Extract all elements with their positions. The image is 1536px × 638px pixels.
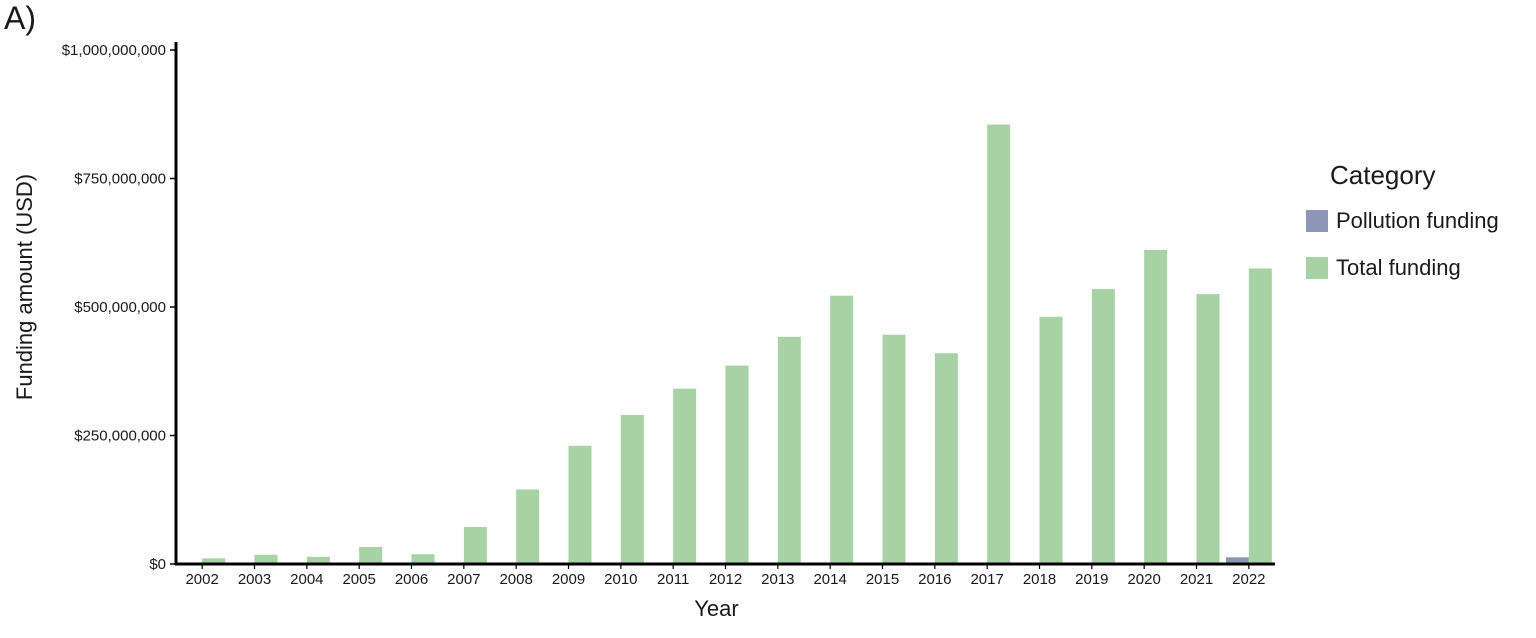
bar-pollution-funding-2022 — [1225, 557, 1249, 564]
bar-total-funding-2013 — [777, 336, 801, 564]
x-tick-label: 2009 — [552, 571, 585, 588]
bar-total-funding-2004 — [306, 556, 330, 564]
bar-total-funding-2009 — [568, 445, 592, 564]
y-axis-title: Funding amount (USD) — [12, 174, 37, 400]
legend-item-total-funding: Total funding — [1306, 244, 1499, 291]
x-tick-label: 2007 — [447, 571, 480, 588]
y-tick-label: $250,000,000 — [74, 428, 166, 445]
x-axis-title: Year — [694, 596, 738, 621]
x-tick-label: 2006 — [395, 571, 428, 588]
bar-total-funding-2012 — [725, 365, 749, 564]
x-tick-label: 2020 — [1127, 571, 1160, 588]
x-tick-label: 2014 — [813, 571, 846, 588]
x-tick-label: 2010 — [604, 571, 637, 588]
bar-total-funding-2003 — [254, 554, 278, 564]
bar-total-funding-2016 — [934, 353, 958, 564]
bar-total-funding-2018 — [1039, 316, 1063, 564]
y-tick-label: $0 — [149, 556, 166, 573]
x-tick-label: 2018 — [1023, 571, 1056, 588]
bar-total-funding-2008 — [516, 489, 540, 564]
bar-total-funding-2021 — [1196, 294, 1220, 564]
bar-total-funding-2014 — [830, 295, 854, 564]
x-tick-label: 2004 — [290, 571, 323, 588]
x-tick-label: 2019 — [1075, 571, 1108, 588]
x-tick-label: 2021 — [1180, 571, 1213, 588]
bar-total-funding-2017 — [987, 124, 1011, 564]
legend-swatch-pollution-funding — [1306, 209, 1328, 232]
plot-area: $0 $250,000,000 $500,000,000 $750,000,000 $1… — [12, 42, 1275, 621]
bar-total-funding-2007 — [463, 526, 487, 564]
bar-total-funding-2022 — [1248, 268, 1272, 564]
legend-item-pollution-funding: Pollution funding — [1306, 197, 1499, 244]
y-tick-label: $750,000,000 — [74, 171, 166, 188]
legend-swatch-total-funding — [1306, 256, 1328, 279]
x-tick-label: 2005 — [342, 571, 375, 588]
x-tick-label: 2016 — [918, 571, 951, 588]
bar-total-funding-2006 — [411, 554, 435, 564]
legend: Category Pollution funding Total funding — [1306, 160, 1499, 291]
panel-label: A) — [4, 0, 36, 36]
bar-total-funding-2015 — [882, 334, 906, 564]
x-tick-label: 2022 — [1232, 571, 1265, 588]
x-tick-label: 2015 — [866, 571, 899, 588]
x-tick-label: 2011 — [657, 571, 689, 588]
legend-title: Category — [1330, 160, 1436, 190]
legend-label: Total funding — [1336, 254, 1461, 280]
x-tick-label: 2012 — [709, 571, 742, 588]
y-tick-label: $500,000,000 — [74, 299, 166, 316]
bar-total-funding-2002 — [202, 558, 226, 564]
x-tick-label: 2013 — [761, 571, 794, 588]
x-tick-label: 2008 — [499, 571, 532, 588]
bar-total-funding-2005 — [359, 547, 383, 564]
x-tick-label: 2002 — [185, 571, 218, 588]
bar-total-funding-2019 — [1091, 289, 1115, 564]
bar-total-funding-2010 — [620, 414, 644, 564]
bar-total-funding-2020 — [1144, 249, 1168, 565]
bar-total-funding-2011 — [673, 388, 697, 564]
x-tick-label: 2017 — [970, 571, 1003, 588]
y-tick-label: $1,000,000,000 — [62, 42, 166, 59]
legend-label: Pollution funding — [1336, 207, 1499, 233]
x-tick-label: 2003 — [238, 571, 271, 588]
